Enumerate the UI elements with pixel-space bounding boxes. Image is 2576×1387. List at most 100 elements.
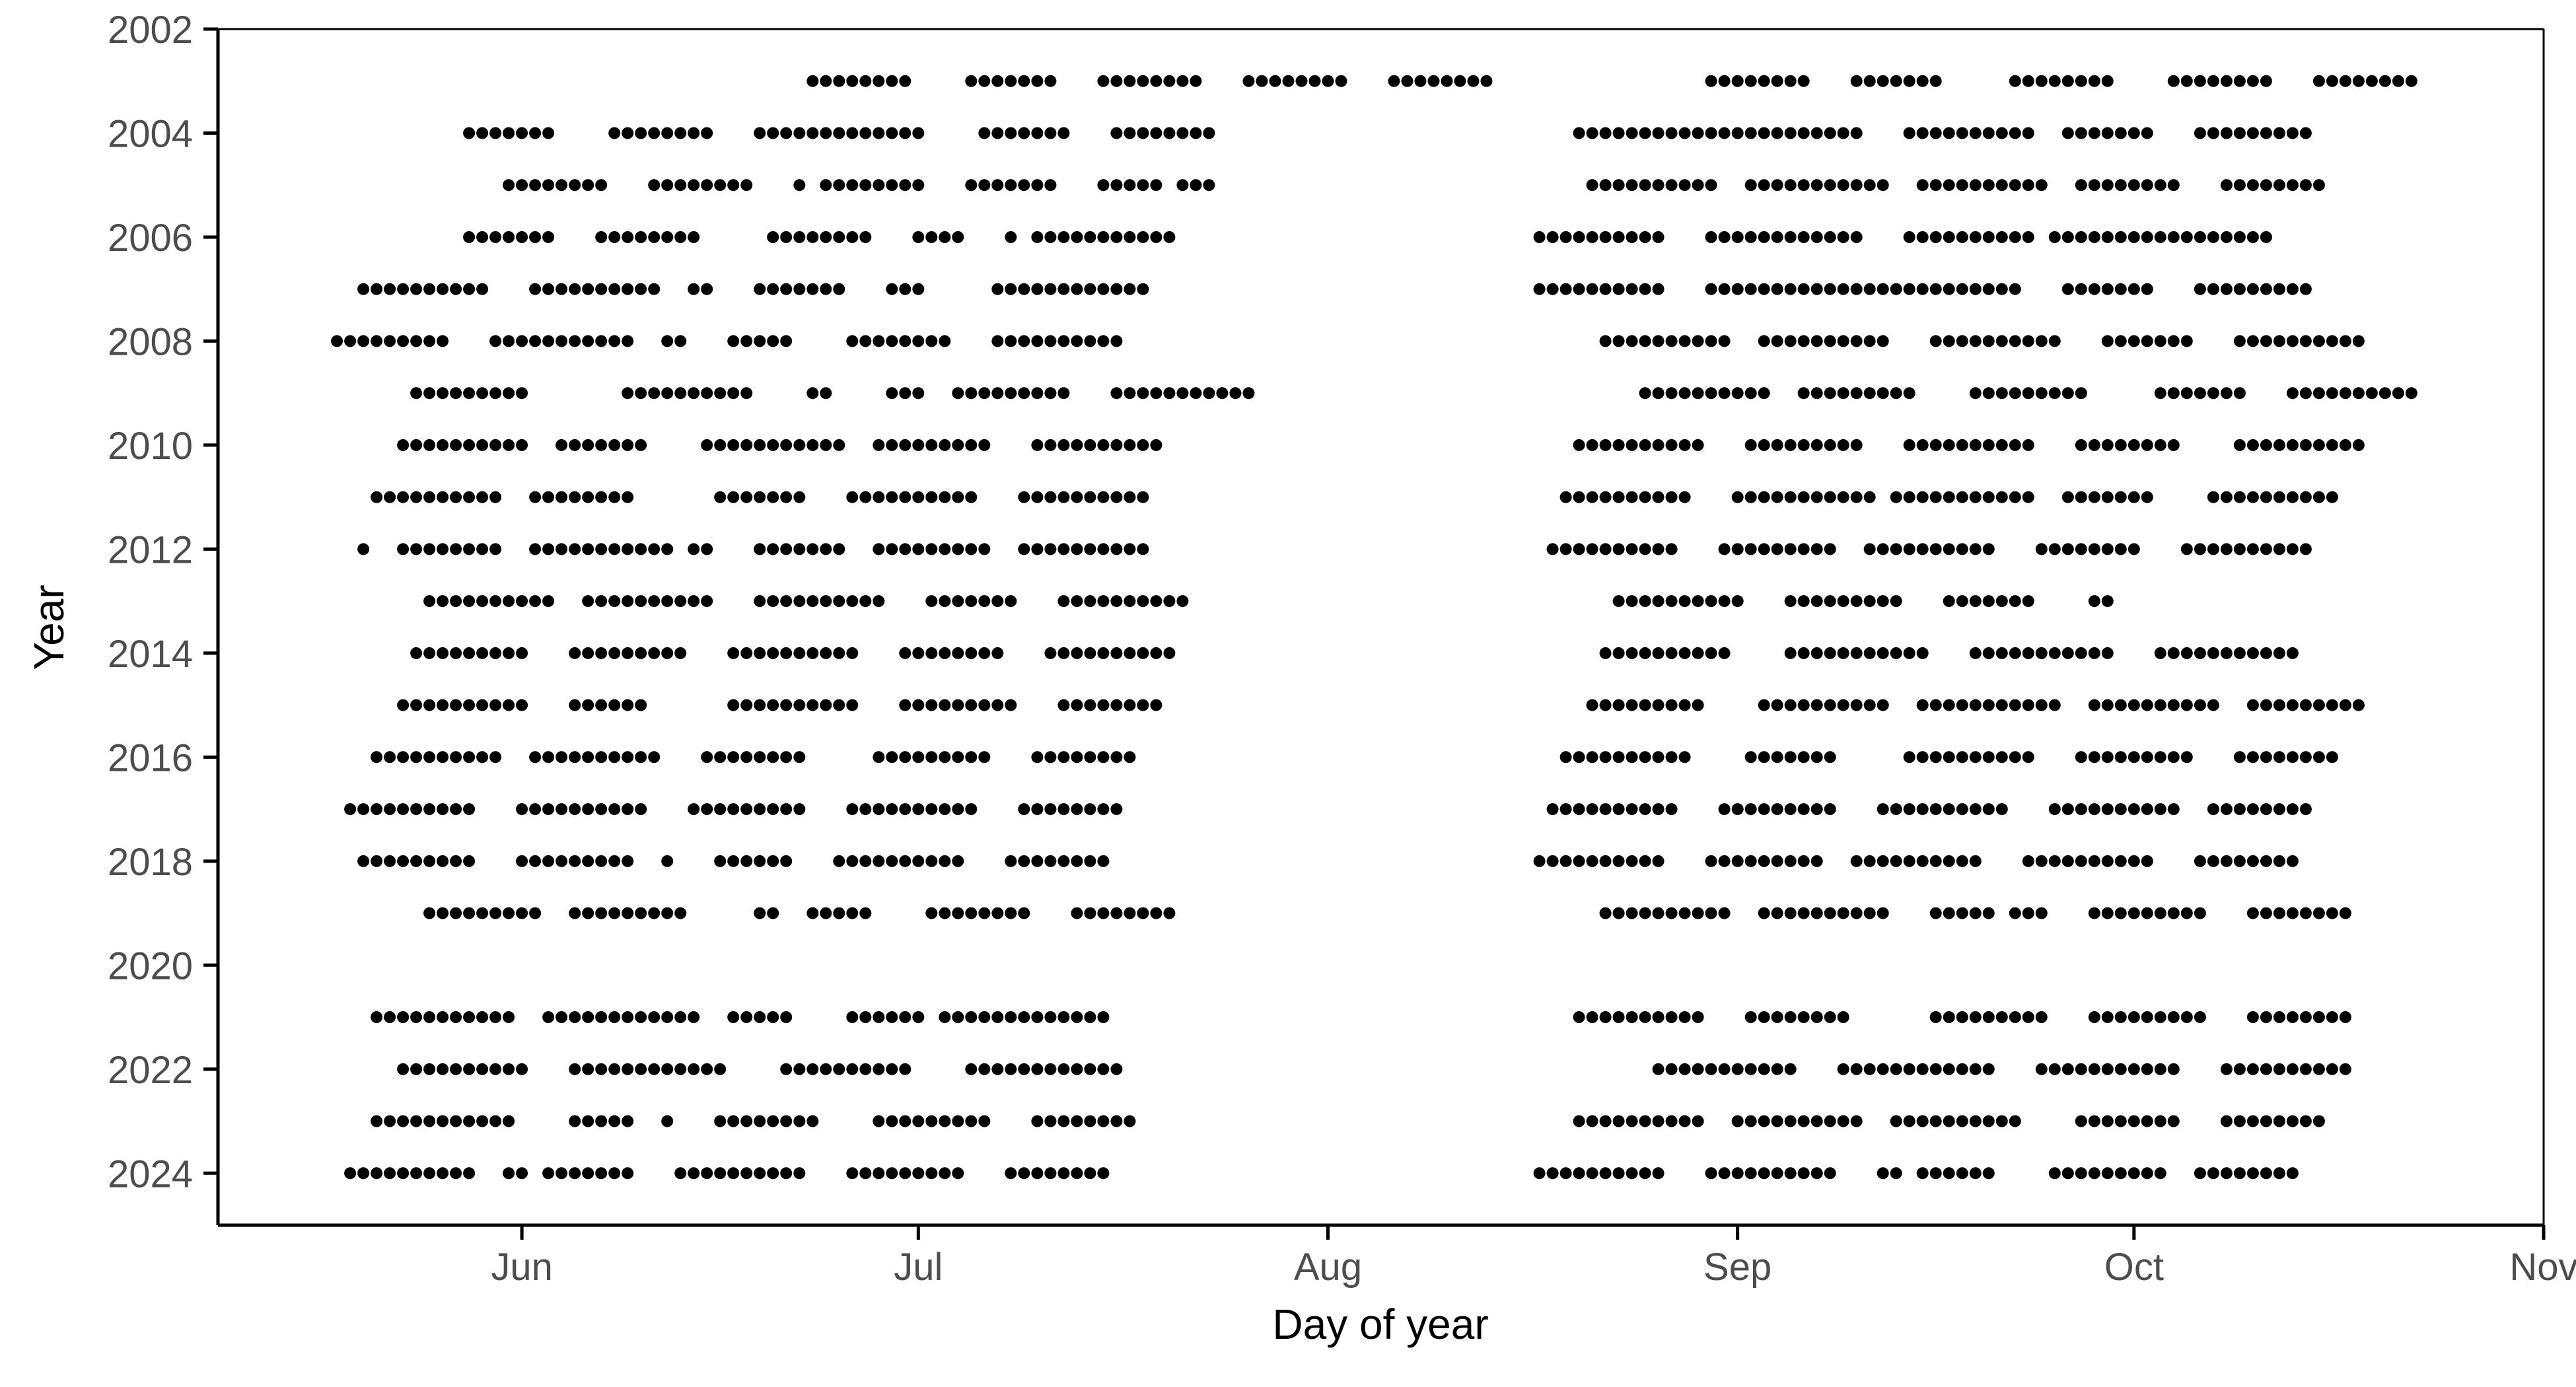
data-point bbox=[2009, 335, 2021, 347]
data-point bbox=[886, 1063, 898, 1075]
data-point bbox=[371, 751, 383, 764]
data-point bbox=[1005, 699, 1017, 711]
data-point bbox=[1824, 1011, 1836, 1023]
data-point bbox=[516, 335, 528, 347]
data-point bbox=[1084, 1063, 1096, 1075]
data-point bbox=[1652, 231, 1664, 243]
data-point bbox=[1877, 595, 1889, 608]
data-point bbox=[2233, 751, 2246, 764]
data-point bbox=[833, 439, 845, 451]
data-point bbox=[1097, 1011, 1110, 1023]
data-point bbox=[1573, 751, 1585, 764]
data-point bbox=[1018, 387, 1030, 400]
data-point bbox=[2141, 439, 2153, 451]
data-point bbox=[569, 491, 581, 503]
data-point bbox=[1758, 491, 1770, 503]
data-point bbox=[2088, 543, 2100, 555]
data-point bbox=[542, 335, 555, 347]
data-point bbox=[1097, 231, 1110, 243]
data-point bbox=[635, 1011, 647, 1023]
data-point bbox=[1626, 595, 1638, 608]
data-point bbox=[2035, 387, 2048, 400]
data-point bbox=[463, 491, 476, 503]
data-point bbox=[2114, 1011, 2127, 1023]
data-point bbox=[1890, 803, 1902, 816]
data-point bbox=[2194, 127, 2206, 139]
data-point bbox=[555, 439, 568, 451]
data-point bbox=[859, 231, 872, 243]
data-point bbox=[2220, 179, 2233, 192]
data-point bbox=[859, 1167, 872, 1180]
data-point bbox=[1850, 647, 1863, 659]
data-point bbox=[635, 803, 647, 816]
data-point bbox=[2312, 907, 2325, 919]
data-point bbox=[2114, 127, 2127, 139]
data-point bbox=[1758, 1167, 1770, 1180]
data-point bbox=[2022, 1011, 2034, 1023]
data-point bbox=[1110, 491, 1123, 503]
data-point bbox=[1665, 491, 1678, 503]
data-point bbox=[846, 595, 859, 608]
data-point bbox=[635, 1063, 647, 1075]
data-point bbox=[2246, 855, 2259, 867]
data-point bbox=[397, 1167, 410, 1180]
data-point bbox=[1863, 491, 1876, 503]
data-point bbox=[952, 803, 964, 816]
data-point bbox=[2061, 803, 2074, 816]
data-point bbox=[754, 855, 766, 867]
data-point bbox=[1744, 1063, 1757, 1075]
y-tick-label: 2006 bbox=[108, 217, 193, 260]
data-point bbox=[2101, 543, 2114, 555]
data-point bbox=[1639, 803, 1651, 816]
data-point bbox=[2075, 231, 2087, 243]
data-point bbox=[1599, 803, 1612, 816]
data-point bbox=[1890, 647, 1902, 659]
data-point bbox=[437, 647, 449, 659]
data-point bbox=[833, 595, 845, 608]
data-point bbox=[2352, 699, 2365, 711]
data-point bbox=[555, 335, 568, 347]
data-point bbox=[1797, 1167, 1810, 1180]
data-point bbox=[939, 907, 951, 919]
data-point bbox=[1071, 907, 1083, 919]
data-point bbox=[912, 699, 925, 711]
data-point bbox=[2379, 387, 2391, 400]
data-point bbox=[2180, 1011, 2193, 1023]
data-point bbox=[1057, 491, 1070, 503]
data-point bbox=[2075, 179, 2087, 192]
data-point bbox=[1031, 283, 1044, 295]
data-point bbox=[648, 1011, 661, 1023]
data-point bbox=[622, 387, 634, 400]
data-point bbox=[635, 543, 647, 555]
data-point bbox=[489, 1115, 502, 1127]
data-point bbox=[1269, 75, 1281, 87]
data-point bbox=[476, 907, 489, 919]
data-point bbox=[2260, 283, 2272, 295]
data-point bbox=[542, 1167, 555, 1180]
data-point bbox=[952, 387, 964, 400]
data-point bbox=[1652, 543, 1664, 555]
data-point bbox=[2088, 595, 2100, 608]
data-point bbox=[529, 127, 542, 139]
data-point bbox=[899, 647, 912, 659]
data-point bbox=[1652, 699, 1664, 711]
data-point bbox=[1929, 231, 1942, 243]
data-point bbox=[2088, 75, 2100, 87]
data-point bbox=[2101, 699, 2114, 711]
data-point bbox=[1995, 283, 2008, 295]
data-point bbox=[2326, 335, 2338, 347]
data-point bbox=[2101, 855, 2114, 867]
data-point bbox=[1943, 439, 1955, 451]
data-point bbox=[423, 647, 436, 659]
data-point bbox=[965, 491, 978, 503]
data-point bbox=[1890, 1115, 1902, 1127]
data-point bbox=[1916, 751, 1929, 764]
data-point bbox=[952, 1011, 964, 1023]
data-point bbox=[767, 1167, 779, 1180]
data-point bbox=[2233, 127, 2246, 139]
data-point bbox=[978, 127, 991, 139]
data-point bbox=[859, 335, 872, 347]
data-point bbox=[978, 907, 991, 919]
data-point bbox=[2233, 543, 2246, 555]
data-point bbox=[2180, 751, 2193, 764]
